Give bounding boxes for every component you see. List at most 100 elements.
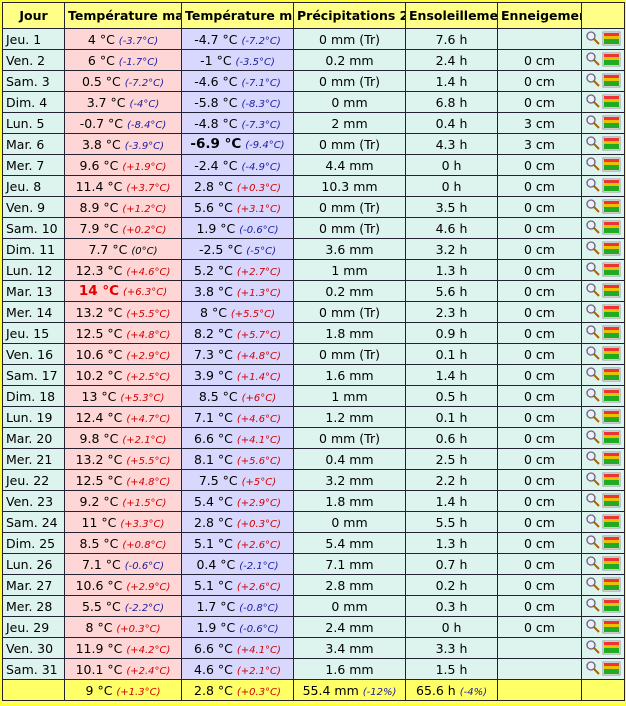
chart-icon[interactable]: [602, 388, 621, 402]
row-icons[interactable]: [585, 429, 621, 445]
row-icons[interactable]: [585, 51, 621, 67]
row-icons[interactable]: [585, 576, 621, 592]
row-icons[interactable]: [585, 408, 621, 424]
zoom-icon[interactable]: [586, 93, 600, 108]
chart-icon[interactable]: [602, 430, 621, 444]
zoom-icon[interactable]: [586, 513, 600, 528]
zoom-icon[interactable]: [586, 219, 600, 234]
zoom-icon[interactable]: [586, 198, 600, 213]
chart-icon[interactable]: [602, 115, 621, 129]
row-icons[interactable]: [585, 450, 621, 466]
row-icons[interactable]: [585, 345, 621, 361]
zoom-icon[interactable]: [586, 303, 600, 318]
chart-icon[interactable]: [602, 73, 621, 87]
chart-icon[interactable]: [602, 52, 621, 66]
row-icons[interactable]: [585, 618, 621, 634]
chart-icon[interactable]: [602, 283, 621, 297]
zoom-icon[interactable]: [586, 345, 600, 360]
snow-cell: 0 cm: [497, 385, 582, 407]
anomaly: (-2.1°C): [239, 560, 279, 572]
min-cell: 5.4 °C (+2.9°C): [181, 490, 294, 512]
zoom-icon[interactable]: [586, 450, 600, 465]
chart-icon[interactable]: [602, 178, 621, 192]
zoom-icon[interactable]: [586, 30, 600, 45]
row-icons[interactable]: [585, 114, 621, 130]
row-icons[interactable]: [585, 597, 621, 613]
row-icons[interactable]: [585, 282, 621, 298]
chart-icon[interactable]: [602, 31, 621, 45]
chart-icon[interactable]: [602, 598, 621, 612]
zoom-icon[interactable]: [586, 156, 600, 171]
row-icons[interactable]: [585, 366, 621, 382]
row-icons[interactable]: [585, 303, 621, 319]
zoom-icon[interactable]: [586, 387, 600, 402]
chart-icon[interactable]: [602, 514, 621, 528]
zoom-icon[interactable]: [586, 576, 600, 591]
chart-icon[interactable]: [602, 535, 621, 549]
chart-icon[interactable]: [602, 262, 621, 276]
chart-icon[interactable]: [602, 325, 621, 339]
chart-icon[interactable]: [602, 661, 621, 675]
chart-icon[interactable]: [602, 451, 621, 465]
zoom-icon[interactable]: [586, 408, 600, 423]
anomaly: (+2.6°C): [236, 581, 281, 593]
anomaly: (-5°C): [246, 245, 277, 257]
zoom-icon[interactable]: [586, 660, 600, 675]
zoom-icon[interactable]: [586, 177, 600, 192]
zoom-icon[interactable]: [586, 429, 600, 444]
chart-icon[interactable]: [602, 493, 621, 507]
zoom-icon[interactable]: [586, 639, 600, 654]
row-icons[interactable]: [585, 513, 621, 529]
zoom-icon[interactable]: [586, 618, 600, 633]
chart-icon[interactable]: [602, 199, 621, 213]
zoom-icon[interactable]: [586, 282, 600, 297]
row-icons[interactable]: [585, 240, 621, 256]
chart-icon[interactable]: [602, 472, 621, 486]
row-icons[interactable]: [585, 534, 621, 550]
row-icons[interactable]: [585, 177, 621, 193]
row-icons[interactable]: [585, 135, 621, 151]
row-icons[interactable]: [585, 555, 621, 571]
zoom-icon[interactable]: [586, 72, 600, 87]
zoom-icon[interactable]: [586, 471, 600, 486]
chart-icon[interactable]: [602, 409, 621, 423]
chart-icon[interactable]: [602, 94, 621, 108]
chart-icon[interactable]: [602, 577, 621, 591]
row-icons[interactable]: [585, 72, 621, 88]
row-icons[interactable]: [585, 492, 621, 508]
row-icons[interactable]: [585, 261, 621, 277]
row-icons[interactable]: [585, 471, 621, 487]
chart-icon[interactable]: [602, 367, 621, 381]
zoom-icon[interactable]: [586, 324, 600, 339]
row-icons[interactable]: [585, 93, 621, 109]
zoom-icon[interactable]: [586, 261, 600, 276]
chart-icon[interactable]: [602, 304, 621, 318]
zoom-icon[interactable]: [586, 597, 600, 612]
chart-icon[interactable]: [602, 640, 621, 654]
chart-icon[interactable]: [602, 619, 621, 633]
sun-cell: 3.5 h: [405, 196, 498, 218]
row-icons[interactable]: [585, 198, 621, 214]
row-icons[interactable]: [585, 219, 621, 235]
zoom-icon[interactable]: [586, 135, 600, 150]
zoom-icon[interactable]: [586, 240, 600, 255]
day-row: Lun. 19 12.4 °C (+4.7°C) 7.1 °C (+4.6°C) 1.…: [2, 406, 625, 428]
row-icons[interactable]: [585, 387, 621, 403]
row-icons[interactable]: [585, 660, 621, 676]
row-icons[interactable]: [585, 324, 621, 340]
zoom-icon[interactable]: [586, 492, 600, 507]
chart-icon[interactable]: [602, 241, 621, 255]
zoom-icon[interactable]: [586, 51, 600, 66]
row-icons[interactable]: [585, 156, 621, 172]
chart-icon[interactable]: [602, 136, 621, 150]
zoom-icon[interactable]: [586, 534, 600, 549]
zoom-icon[interactable]: [586, 555, 600, 570]
chart-icon[interactable]: [602, 220, 621, 234]
chart-icon[interactable]: [602, 556, 621, 570]
zoom-icon[interactable]: [586, 366, 600, 381]
row-icons[interactable]: [585, 30, 621, 46]
row-icons[interactable]: [585, 639, 621, 655]
chart-icon[interactable]: [602, 157, 621, 171]
zoom-icon[interactable]: [586, 114, 600, 129]
chart-icon[interactable]: [602, 346, 621, 360]
